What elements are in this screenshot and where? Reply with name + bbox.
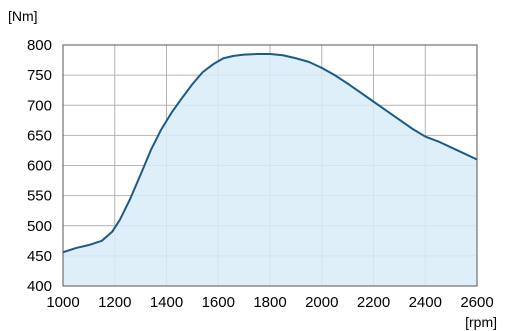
y-tick-label: 550 [27,188,52,205]
y-tick-label: 600 [27,158,52,175]
area-fill [63,54,477,286]
x-tick-label: 2400 [409,294,442,311]
series-line [62,53,478,254]
x-tick-labels: 1000 1200 1400 1600 1800 2000 2200 2400 2600 [46,294,493,311]
x-tick-label: 2200 [357,294,390,311]
x-unit-label: [rpm] [465,314,497,330]
x-tick-label: 2000 [305,294,338,311]
y-tick-label: 800 [27,37,52,54]
x-tick-label: 1800 [253,294,286,311]
x-tick-label: 2600 [460,294,493,311]
x-tick-label: 1400 [150,294,183,311]
y-unit-label: [Nm] [8,8,38,24]
y-tick-label: 750 [27,67,52,84]
y-tick-labels: 400 450 500 550 600 650 700 750 800 [27,37,52,295]
y-tick-label: 400 [27,278,52,295]
plot-frame [62,44,478,287]
y-tick-label: 450 [27,248,52,265]
y-tick-label: 500 [27,218,52,235]
y-tick-label: 650 [27,127,52,144]
x-tick-label: 1600 [202,294,235,311]
y-tick-label: 700 [27,97,52,114]
x-tick-label: 1000 [46,294,79,311]
x-tick-label: 1200 [98,294,131,311]
